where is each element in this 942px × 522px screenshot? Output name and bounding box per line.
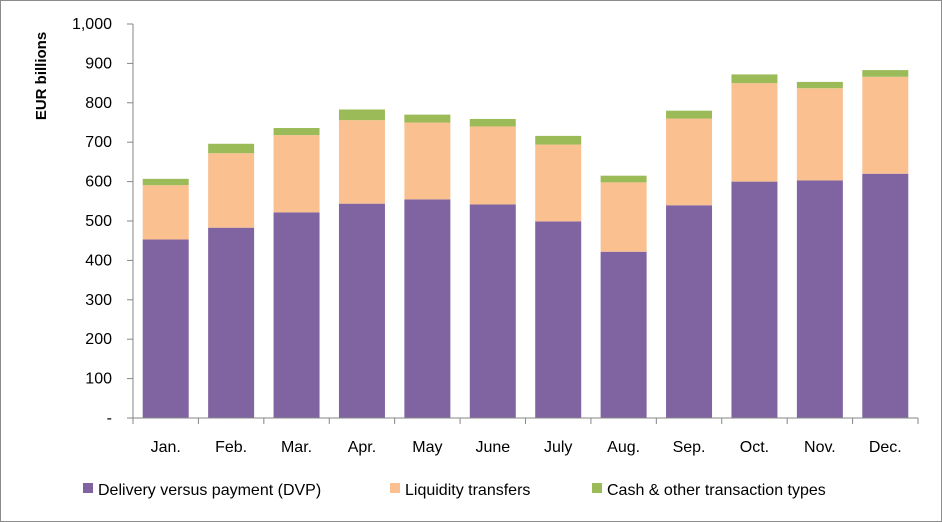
y-tick-label: 700: [85, 134, 112, 151]
bar-sep-delivery-versus-payment-dvp: [666, 205, 713, 418]
y-axis-title: EUR billions: [33, 32, 50, 120]
legend-label-delivery-versus-payment-dvp: Delivery versus payment (DVP): [98, 482, 321, 499]
y-tick-label: 1,000: [72, 16, 112, 33]
bar-jan-liquidity-transfers: [142, 185, 189, 240]
legend-swatch-cash-other-transaction-types: [592, 483, 602, 493]
y-tick-label: -: [107, 410, 112, 427]
bar-apr-cash-other-transaction-types: [338, 109, 385, 121]
bar-mar-delivery-versus-payment-dvp: [273, 212, 320, 418]
x-tick-label: Oct.: [740, 439, 769, 456]
y-axis-ticks: - 100 200 300 400 500 600 700 800 900 1,000: [72, 16, 133, 427]
legend-label-liquidity-transfers: Liquidity transfers: [405, 482, 530, 499]
y-tick-label: 500: [85, 213, 112, 230]
legend-swatch-delivery-versus-payment-dvp: [83, 483, 93, 493]
bar-july-liquidity-transfers: [535, 144, 582, 222]
y-tick-label: 900: [85, 55, 112, 72]
bar-feb-liquidity-transfers: [208, 153, 255, 228]
bar-feb-delivery-versus-payment-dvp: [208, 227, 255, 418]
legend-label-cash-other-transaction-types: Cash & other transaction types: [607, 482, 826, 499]
bar-july-cash-other-transaction-types: [535, 135, 582, 145]
x-tick-label: Feb.: [215, 439, 247, 456]
bar-sep-cash-other-transaction-types: [666, 110, 713, 119]
bar-sep-liquidity-transfers: [666, 118, 713, 206]
y-tick-label: 800: [85, 95, 112, 112]
bar-dec-delivery-versus-payment-dvp: [862, 173, 909, 418]
bar-may-liquidity-transfers: [404, 122, 451, 200]
bar-aug-liquidity-transfers: [600, 182, 647, 252]
bar-oct-delivery-versus-payment-dvp: [731, 181, 778, 418]
x-tick-label: Mar.: [281, 439, 312, 456]
bar-june-delivery-versus-payment-dvp: [469, 204, 516, 418]
bar-dec-liquidity-transfers: [862, 76, 909, 174]
bar-apr-delivery-versus-payment-dvp: [338, 203, 385, 418]
x-tick-label: Dec.: [869, 439, 902, 456]
bar-jan-delivery-versus-payment-dvp: [142, 239, 189, 418]
bar-oct-cash-other-transaction-types: [731, 74, 778, 84]
x-tick-label: Aug.: [607, 439, 640, 456]
bar-dec-cash-other-transaction-types: [862, 70, 909, 77]
bar-nov-cash-other-transaction-types: [796, 81, 843, 89]
y-tick-label: 300: [85, 292, 112, 309]
bar-may-delivery-versus-payment-dvp: [404, 199, 451, 418]
x-tick-label: June: [475, 439, 510, 456]
legend-swatch-liquidity-transfers: [390, 483, 400, 493]
bar-jan-cash-other-transaction-types: [142, 178, 189, 186]
x-tick-label: July: [544, 439, 572, 456]
bar-apr-liquidity-transfers: [338, 120, 385, 204]
x-tick-label: Jan.: [151, 439, 181, 456]
bar-aug-delivery-versus-payment-dvp: [600, 251, 647, 418]
bar-july-delivery-versus-payment-dvp: [535, 221, 582, 418]
bar-june-liquidity-transfers: [469, 126, 516, 205]
bar-mar-liquidity-transfers: [273, 135, 320, 213]
y-tick-label: 100: [85, 371, 112, 388]
x-tick-label: Apr.: [348, 439, 376, 456]
x-tick-label: Nov.: [804, 439, 836, 456]
bars: [142, 70, 909, 418]
y-tick-label: 400: [85, 252, 112, 269]
bar-nov-liquidity-transfers: [796, 88, 843, 181]
bar-aug-cash-other-transaction-types: [600, 175, 647, 183]
legend: Delivery versus payment (DVP) Liquidity t…: [83, 482, 826, 499]
x-tick-label: May: [412, 439, 442, 456]
y-tick-label: 600: [85, 174, 112, 191]
bar-may-cash-other-transaction-types: [404, 114, 451, 123]
bar-june-cash-other-transaction-types: [469, 118, 516, 127]
bar-feb-cash-other-transaction-types: [208, 143, 255, 154]
bar-oct-liquidity-transfers: [731, 83, 778, 182]
x-tick-label: Sep.: [673, 439, 706, 456]
x-axis-ticks: Jan. Feb. Mar. Apr. May June July Aug. Sep. Oct. N…: [132, 418, 919, 456]
bar-nov-delivery-versus-payment-dvp: [796, 180, 843, 418]
bar-mar-cash-other-transaction-types: [273, 128, 320, 136]
y-tick-label: 200: [85, 331, 112, 348]
